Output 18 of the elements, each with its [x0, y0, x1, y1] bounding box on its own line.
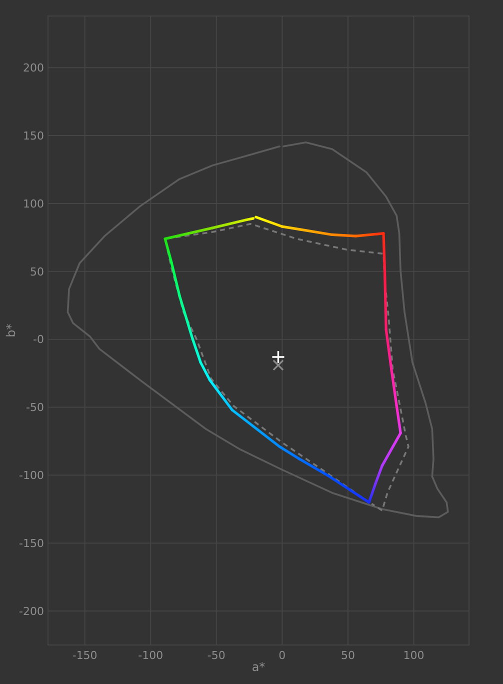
y-axis-title: b* — [4, 324, 18, 338]
x-tick-label: -100 — [138, 649, 164, 662]
y-tick-label: -50 — [26, 401, 44, 414]
y-tick-label: 50 — [30, 265, 44, 278]
x-tick-label: -50 — [207, 649, 226, 662]
x-tick-label: 100 — [403, 649, 424, 662]
y-tick-label: -200 — [19, 604, 44, 618]
x-tick-label: -150 — [72, 649, 98, 662]
y-tick-label: 150 — [23, 129, 44, 142]
y-tick-label: 100 — [23, 197, 44, 210]
y-tick-label: -100 — [19, 469, 44, 482]
y-tick-label: -150 — [19, 536, 44, 550]
x-axis-title: a* — [252, 660, 266, 674]
y-tick-label: 200 — [23, 61, 44, 74]
x-tick-label: 50 — [340, 649, 355, 662]
y-tick-label: -0 — [33, 333, 44, 346]
line-series — [66, 141, 449, 518]
x-tick-label: 0 — [278, 649, 286, 662]
